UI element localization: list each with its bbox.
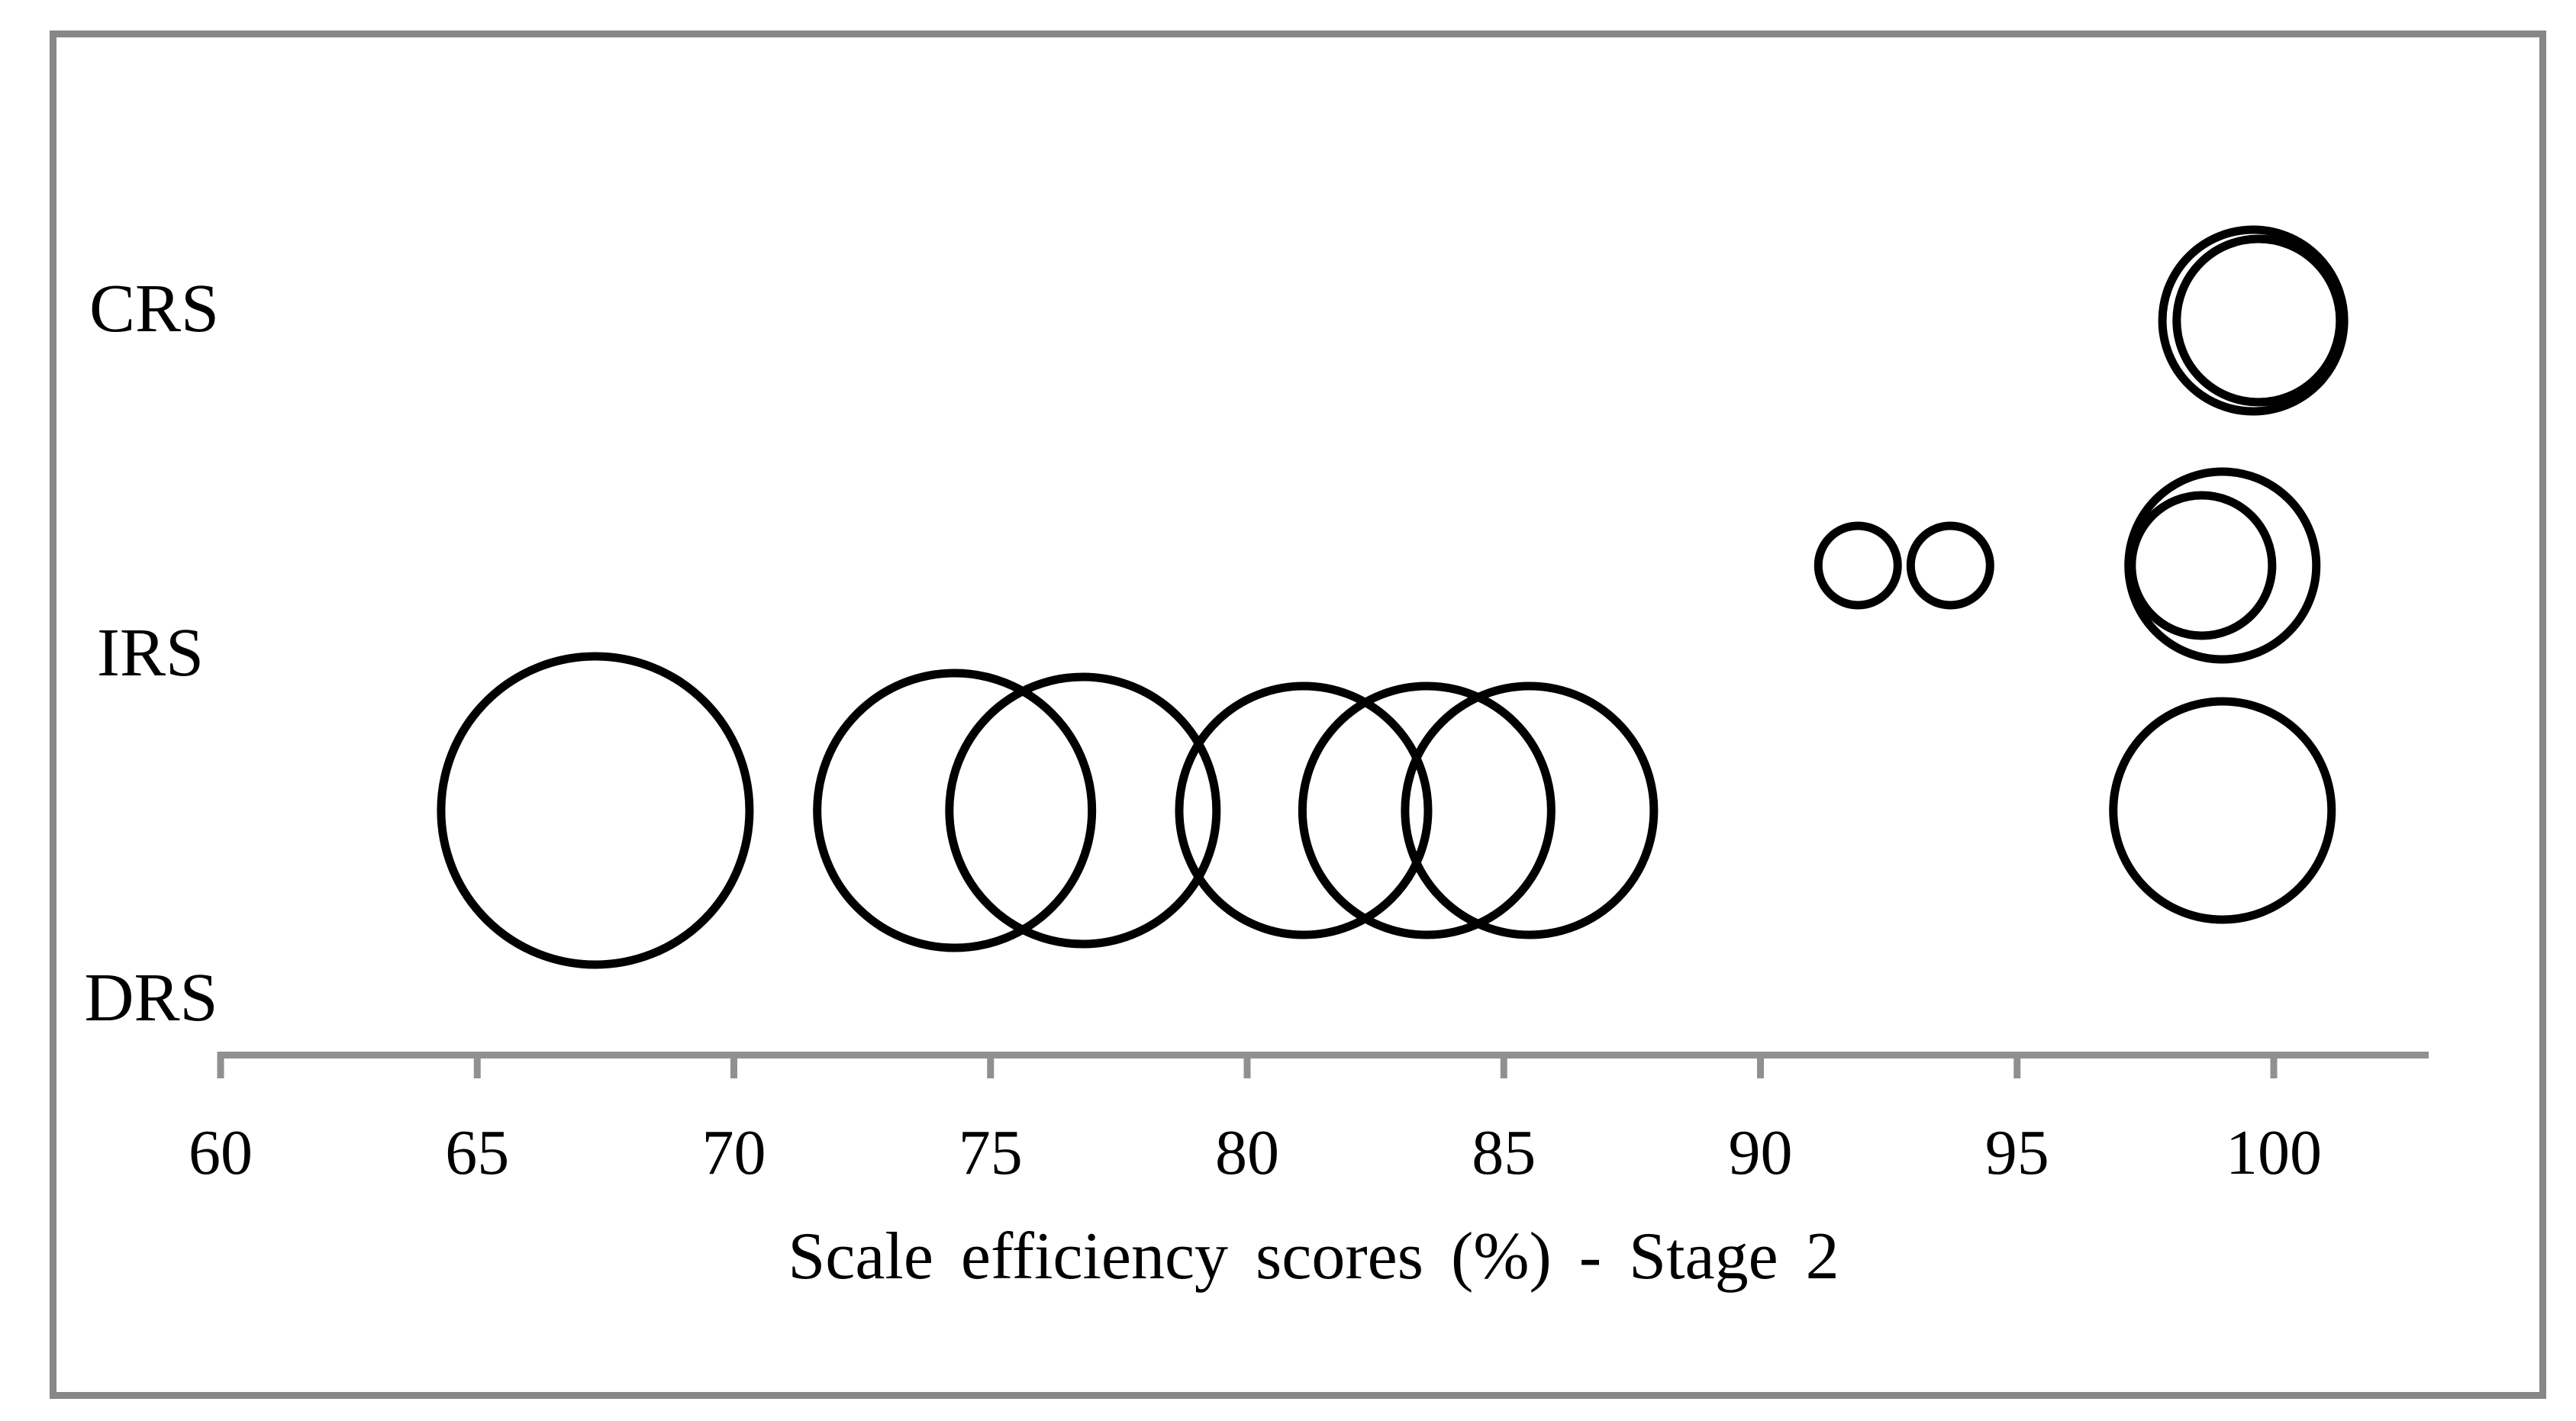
x-tick-label-70: 70 [701, 1117, 766, 1188]
bubble-drs [437, 652, 754, 969]
bubble-drs [2109, 697, 2336, 924]
x-tick-label-75: 75 [958, 1117, 1023, 1188]
bubble-irs [2124, 467, 2321, 664]
x-axis-tick [1243, 1052, 1251, 1078]
x-axis-tick [987, 1052, 995, 1078]
bubble-irs [1906, 521, 1994, 610]
x-tick-label-95: 95 [1984, 1117, 2049, 1188]
y-axis-label-irs: IRS [96, 615, 205, 691]
bubble-irs [1814, 521, 1902, 610]
y-axis-label-crs: CRS [89, 271, 220, 346]
bubble-drs [1401, 682, 1659, 939]
x-axis-tick [473, 1052, 481, 1078]
x-tick-label-90: 90 [1728, 1117, 1793, 1188]
bubble-drs [1175, 682, 1433, 939]
x-axis-tick [1757, 1052, 1764, 1078]
x-tick-label-65: 65 [445, 1117, 510, 1188]
chart-border [50, 31, 2546, 1399]
y-axis-label-drs: DRS [84, 960, 218, 1036]
x-tick-label-80: 80 [1215, 1117, 1279, 1188]
bubble-drs [813, 669, 1097, 952]
x-axis-tick [730, 1052, 737, 1078]
x-tick-label-85: 85 [1472, 1117, 1536, 1188]
bubble-drs [1298, 682, 1556, 939]
bubble-crs [2158, 225, 2349, 416]
bubble-irs [2127, 491, 2277, 640]
x-tick-label-60: 60 [189, 1117, 253, 1188]
x-axis-line [218, 1052, 2429, 1058]
x-axis-tick [217, 1052, 224, 1078]
x-axis-tick [2013, 1052, 2021, 1078]
x-tick-label-100: 100 [2226, 1117, 2322, 1188]
x-axis-title: Scale efficiency scores (%) - Stage 2 [788, 1220, 1839, 1294]
x-axis-tick [2270, 1052, 2278, 1078]
bubble-crs [2172, 234, 2345, 407]
bubble-drs [945, 672, 1221, 949]
x-axis-tick [1500, 1052, 1507, 1078]
